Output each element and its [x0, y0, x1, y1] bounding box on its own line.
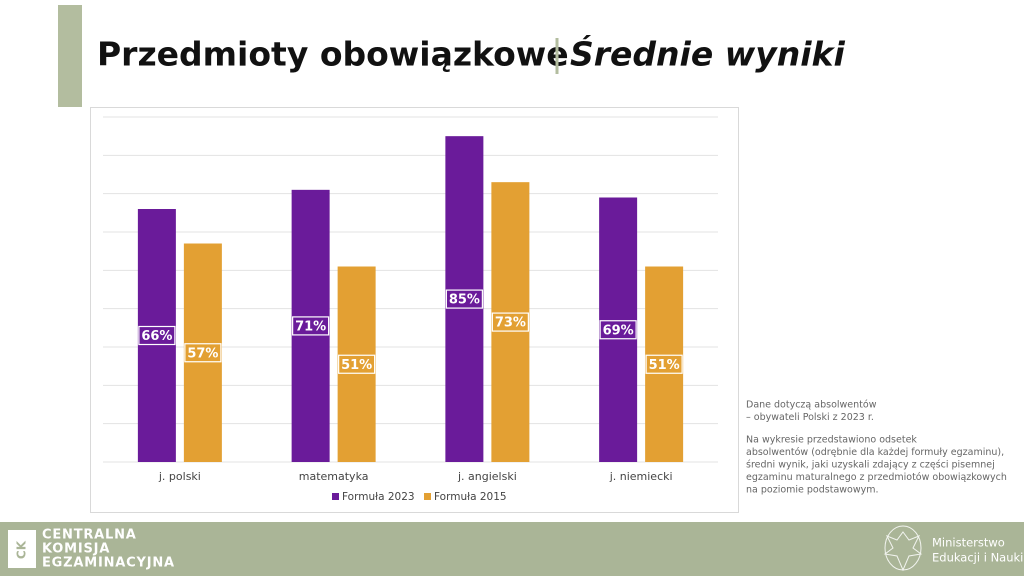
org-name-line: KOMISJA: [42, 542, 110, 557]
org-name-line: CENTRALNA: [42, 528, 137, 543]
x-tick-label: j. niemiecki: [609, 470, 673, 483]
value-label: 69%: [603, 323, 634, 338]
value-label-box: [491, 312, 529, 332]
note-line: – obywateli Polski z 2023 r.: [746, 412, 874, 423]
value-label-box: [599, 320, 637, 340]
value-label: 51%: [341, 358, 372, 373]
value-label-box: [445, 289, 483, 309]
x-tick-label: j. polski: [158, 470, 201, 483]
accent-bar: [58, 5, 82, 107]
slide-title: Przedmioty obowiązkowe: [97, 35, 569, 74]
logo-box: [8, 530, 36, 568]
note-line: absolwentów (odrębnie dla każdej formuły…: [746, 447, 1004, 458]
value-label: 57%: [187, 346, 218, 361]
bar: [183, 243, 222, 462]
legend-label: Formuła 2023: [342, 491, 415, 503]
note-line: na poziomie podstawowym.: [746, 485, 879, 496]
x-tick-label: matematyka: [299, 470, 369, 483]
note-line: egzaminu maturalnego z przedmiotów obowi…: [746, 472, 1007, 483]
value-label: 51%: [649, 358, 680, 373]
legend-swatch: [332, 493, 339, 500]
org-name-line: EGZAMINACYJNA: [42, 556, 175, 571]
bar: [645, 266, 684, 462]
ministry-name-line: Ministerstwo: [932, 536, 1005, 550]
bar: [337, 266, 376, 462]
value-label: 71%: [295, 319, 326, 334]
bar: [599, 197, 638, 462]
ministry-name-line: Edukacji i Nauki: [932, 551, 1023, 565]
legend-swatch: [424, 493, 431, 500]
value-label-box: [645, 354, 683, 374]
note-line: Na wykresie przedstawiono odsetek: [746, 435, 917, 446]
value-label: 73%: [495, 316, 526, 331]
bar: [291, 189, 330, 463]
legend-label: Formuła 2015: [434, 491, 507, 503]
x-tick-label: j. angielski: [457, 470, 517, 483]
footer-band: [0, 522, 1024, 576]
note-line: średni wynik, jaki uzyskali zdający z cz…: [746, 460, 995, 471]
logo-mark: CK: [15, 540, 29, 559]
ministry-emblem: [883, 525, 923, 572]
value-label-box: [338, 354, 376, 374]
note-line: Dane dotyczą absolwentów: [746, 400, 877, 411]
slide-subtitle: Średnie wyniki: [570, 34, 845, 74]
value-label-box: [292, 316, 330, 336]
value-label-box: [138, 325, 176, 346]
bar: [137, 209, 176, 462]
value-label: 85%: [449, 293, 480, 308]
value-label-box: [184, 343, 222, 363]
bar: [445, 136, 484, 462]
value-label: 66%: [141, 329, 172, 344]
bar: [491, 182, 530, 462]
